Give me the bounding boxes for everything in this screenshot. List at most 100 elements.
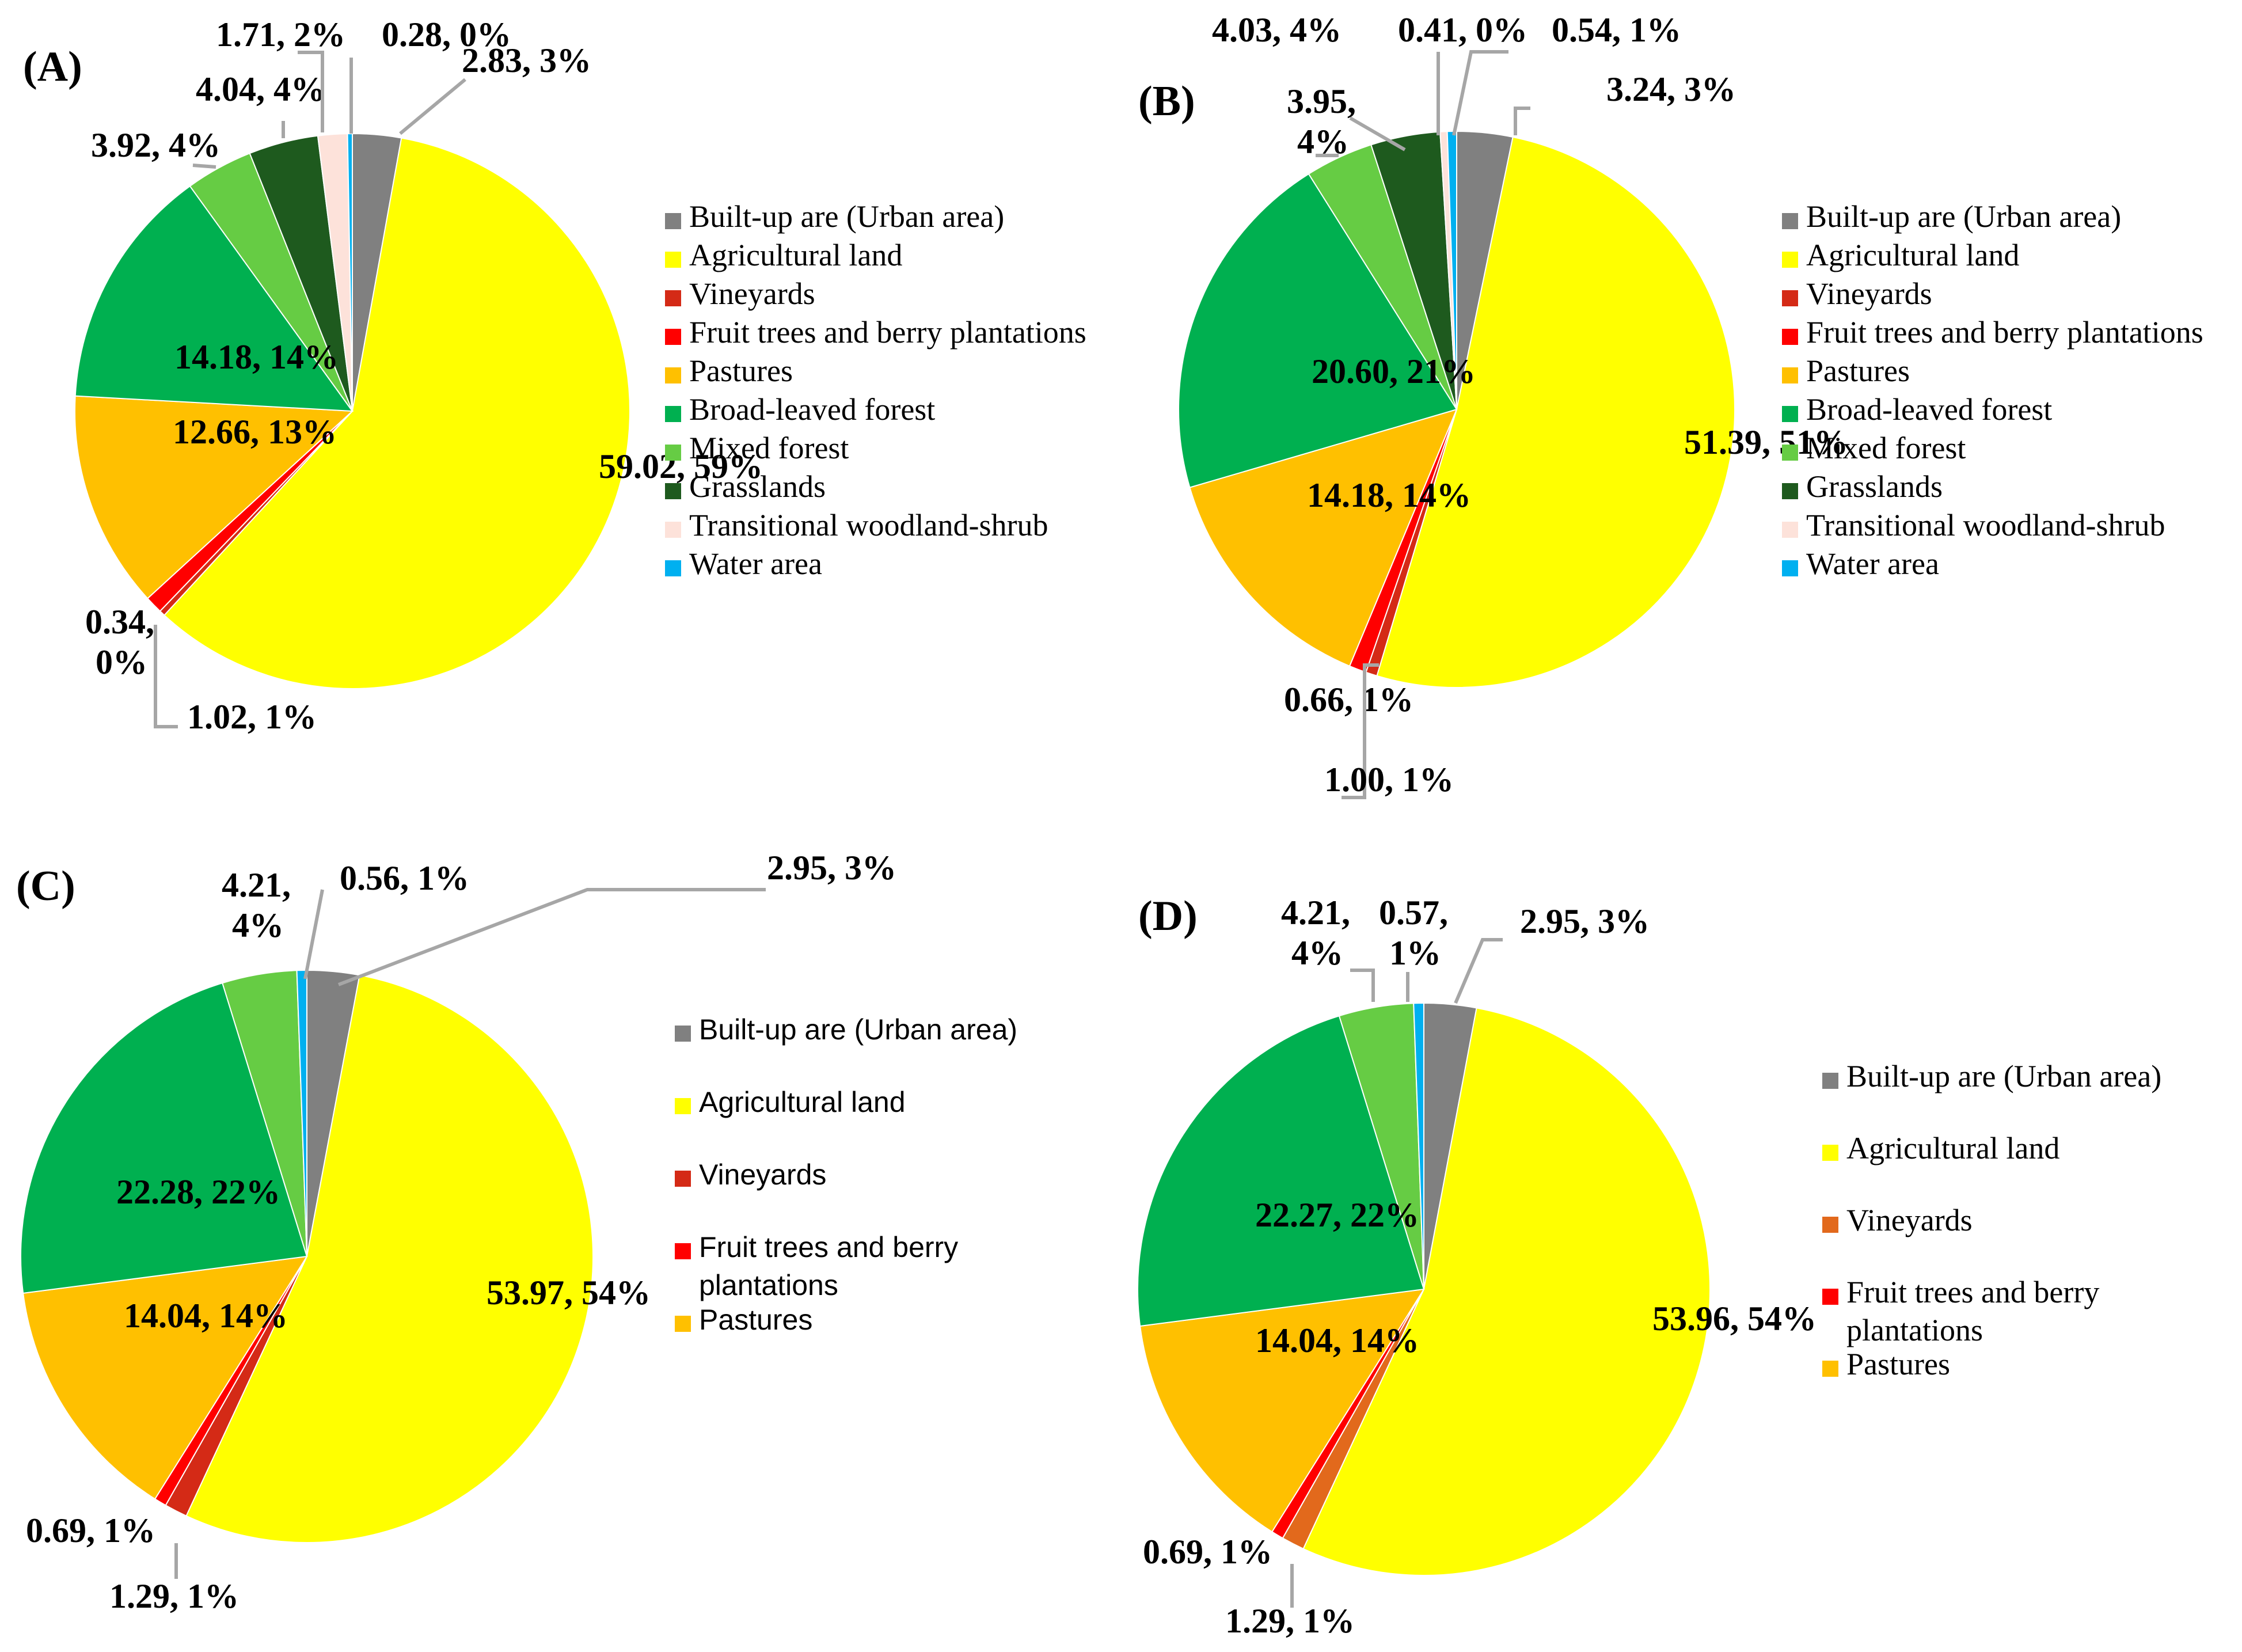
slice-label-built-up-are-urban-area: 2.95, 3% — [1520, 902, 1650, 940]
panel-d: (D) 2.95, 3% 53.96, 54% 1.29, 1% 0.69, 1% 14.… — [1137, 893, 2161, 1640]
legend-label-built-up-are-urban-area: Built-up are (Urban area) — [699, 1013, 1017, 1046]
legend-label-built-up-are-urban-area: Built-up are (Urban area) — [1806, 199, 2121, 234]
leader-line-fruit-trees-and-berry-plantations — [154, 625, 178, 728]
legend-label-water-area: Water area — [1806, 546, 1939, 581]
legend-label-pastures: Pastures — [1806, 354, 1910, 388]
pie-slice-agricultural-land — [1302, 1007, 1711, 1576]
legend-label-agricultural-land: Agricultural land — [1846, 1131, 2059, 1165]
panel-a: (A) 2.83, 3%59.02, 59%0.34, 0%1.02, 1%12.6… — [23, 16, 1086, 736]
slice-label-grasslands: 4.04, 4% — [196, 70, 325, 108]
legend-swatch-built-up-are-urban-area — [1822, 1073, 1838, 1089]
legend-swatch-grasslands — [665, 483, 681, 499]
pie-slice-pastures — [1139, 1288, 1425, 1533]
legend-label-agricultural-land: Agricultural land — [699, 1086, 906, 1118]
slice-label-broad-leaved-forest: 22.28, 22% — [116, 1173, 280, 1211]
slice-label-vineyards: 0.34, 0% — [85, 603, 154, 681]
legend-label-pastures: Pastures — [699, 1304, 812, 1336]
slice-label-pastures: 12.66, 13% — [173, 413, 337, 451]
legend-label-built-up-are-urban-area: Built-up are (Urban area) — [689, 199, 1004, 234]
legend-swatch-vineyards — [1782, 290, 1798, 306]
legend-swatch-broad-leaved-forest — [665, 406, 681, 422]
legend-label-vineyards: Vineyards — [1846, 1203, 1973, 1237]
legend: Built-up are (Urban area) Agricultural la… — [675, 1013, 1017, 1336]
legend-label-fruit-trees-and-berry-plantations: Fruit trees and berry plantations — [1846, 1275, 2099, 1347]
legend-swatch-pastures — [675, 1316, 691, 1332]
legend: Built-up are (Urban area) Agricultural la… — [1782, 199, 2203, 581]
slice-label-fruit-trees-and-berry-plantations: 1.00, 1% — [1324, 761, 1454, 799]
pie-slice-agricultural-land — [1376, 136, 1735, 688]
pie-slice-pastures — [74, 395, 354, 599]
slice-label-fruit-trees-and-berry-plantations: 1.02, 1% — [187, 698, 317, 736]
legend-swatch-fruit-trees-and-berry-plantations — [675, 1243, 691, 1259]
legend-swatch-vineyards — [1822, 1217, 1838, 1233]
legend-swatch-fruit-trees-and-berry-plantations — [1822, 1289, 1838, 1305]
legend-label-fruit-trees-and-berry-plantations: Fruit trees and berry plantations — [689, 315, 1086, 350]
legend-swatch-agricultural-land — [1822, 1145, 1838, 1161]
slice-label-mixed-forest: 3.92, 4% — [91, 126, 221, 164]
pie-slice-broad-leaved-forest — [20, 982, 308, 1294]
slice-label-agricultural-land: 53.97, 54% — [487, 1274, 651, 1312]
legend-swatch-agricultural-land — [675, 1098, 691, 1114]
leader-line-built-up-are-urban-area — [399, 78, 466, 135]
slice-label-water-area: 0.56, 1% — [340, 859, 469, 897]
slice-label-built-up-are-urban-area: 2.95, 3% — [767, 849, 896, 887]
slice-label-agricultural-land: 51.39, 51% — [1684, 423, 1848, 461]
legend: Built-up are (Urban area) Agricultural la… — [665, 199, 1086, 581]
slice-label-water-area: 0.54, 1% — [1552, 11, 1681, 49]
slice-label-transitional-woodland-shrub: 0.41, 0% — [1398, 11, 1527, 49]
pie-slice-water-area — [1413, 1002, 1424, 1290]
legend-swatch-agricultural-land — [665, 252, 681, 268]
legend-swatch-mixed-forest — [665, 445, 681, 461]
pie-slice-broad-leaved-forest — [1137, 1015, 1425, 1327]
legend-swatch-transitional-woodland-shrub — [665, 522, 681, 538]
legend-label-agricultural-land: Agricultural land — [1806, 238, 2019, 272]
legend-swatch-vineyards — [665, 290, 681, 306]
panel-letter: (A) — [23, 43, 82, 90]
legend-label-transitional-woodland-shrub: Transitional woodland-shrub — [1806, 508, 2165, 542]
panel-c: (C) 2.95, 3% 53.97, 54% 1.29, 1% 0.69, 1% 14.… — [16, 849, 1017, 1615]
legend-swatch-grasslands — [1782, 483, 1798, 499]
leader-line-transitional-woodland-shrub — [298, 51, 324, 132]
panel-letter: (C) — [16, 863, 75, 910]
leader-line-water-area — [303, 889, 324, 979]
slice-label-built-up-are-urban-area: 3.24, 3% — [1606, 70, 1736, 108]
slice-label-pastures: 14.04, 14% — [1255, 1321, 1419, 1359]
legend-swatch-built-up-are-urban-area — [675, 1026, 691, 1042]
pie-slice-pastures — [1189, 408, 1458, 667]
legend-swatch-mixed-forest — [1782, 445, 1798, 461]
legend-swatch-transitional-woodland-shrub — [1782, 522, 1798, 538]
legend-swatch-built-up-are-urban-area — [665, 213, 681, 229]
legend-swatch-broad-leaved-forest — [1782, 406, 1798, 422]
legend-label-pastures: Pastures — [689, 354, 793, 388]
slice-label-vineyards: 1.29, 1% — [109, 1577, 239, 1615]
leader-line-mixed-forest — [1350, 969, 1375, 1002]
legend-swatch-pastures — [1822, 1361, 1838, 1377]
legend-label-agricultural-land: Agricultural land — [689, 238, 902, 272]
pie-slice-agricultural-land — [163, 137, 630, 689]
leader-line-mixed-forest — [192, 164, 216, 169]
legend-swatch-water-area — [665, 560, 681, 576]
leader-line-built-up-are-urban-area — [1514, 107, 1530, 135]
panel-letter: (B) — [1138, 78, 1195, 125]
slice-label-fruit-trees-and-berry-plantations: 0.69, 1% — [26, 1512, 155, 1550]
leader-line-built-up-are-urban-area — [337, 888, 766, 986]
legend-label-transitional-woodland-shrub: Transitional woodland-shrub — [689, 508, 1048, 542]
slice-label-mixed-forest: 3.95, 4% — [1287, 82, 1356, 161]
legend-swatch-pastures — [1782, 367, 1798, 383]
legend-swatch-fruit-trees-and-berry-plantations — [665, 329, 681, 345]
pie-slice-pastures — [22, 1255, 308, 1500]
leader-line-grasslands — [1349, 116, 1406, 151]
slice-label-vineyards: 1.29, 1% — [1225, 1602, 1355, 1640]
legend-label-grasslands: Grasslands — [1806, 469, 1943, 504]
legend-swatch-pastures — [665, 367, 681, 383]
legend-label-broad-leaved-forest: Broad-leaved forest — [1806, 392, 2052, 427]
pie-slice-agricultural-land — [185, 974, 594, 1543]
legend-label-water-area: Water area — [689, 546, 822, 581]
slice-label-agricultural-land: 53.96, 54% — [1652, 1300, 1817, 1338]
slice-label-fruit-trees-and-berry-plantations: 0.69, 1% — [1143, 1533, 1272, 1571]
legend-label-broad-leaved-forest: Broad-leaved forest — [689, 392, 935, 427]
slice-label-pastures: 14.18, 14% — [1307, 476, 1471, 514]
slice-label-broad-leaved-forest: 14.18, 14% — [174, 338, 339, 376]
panel-b: (B) 3.24, 3% 51.39, 51% 0.66, 1% 1.00, 1% 14.… — [1138, 11, 2203, 799]
